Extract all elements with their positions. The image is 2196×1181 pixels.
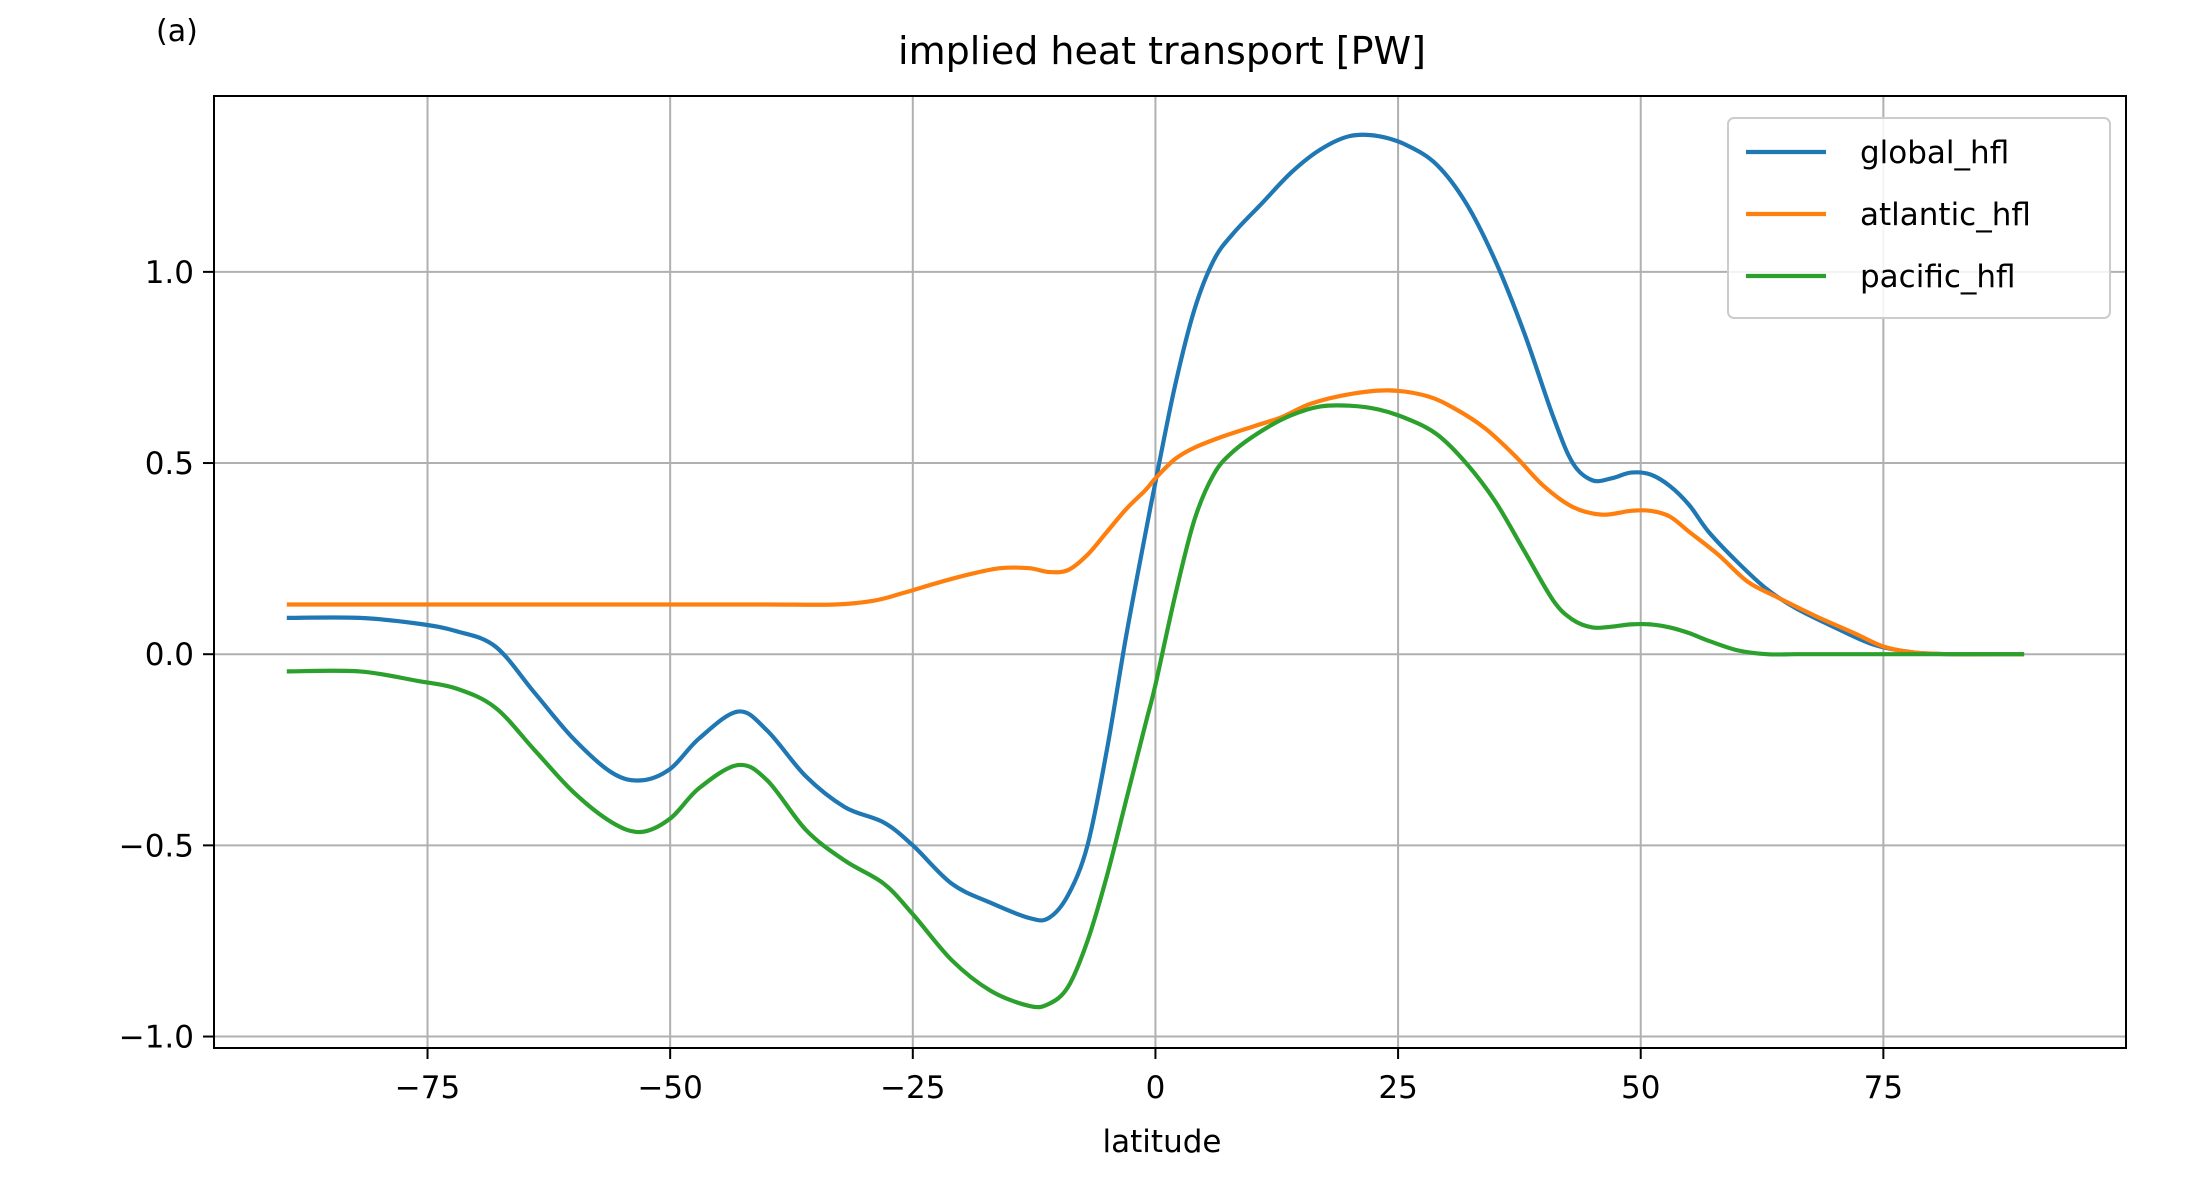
y-tick-label: 0.5 [145,446,194,482]
legend-label-atlantic-hfl: atlantic_hfl [1860,197,2031,233]
x-tick-label: −50 [637,1070,702,1106]
y-axis-ticks: −1.0 −0.5 0.0 0.5 1.0 [119,255,214,1056]
legend-label-pacific-hfl: pacific_hfl [1860,259,2016,295]
y-tick-label: −1.0 [119,1020,194,1056]
y-tick-label: −0.5 [119,828,194,864]
legend: global_hfl atlantic_hfl pacific_hfl [1727,117,2111,319]
legend-label-global-hfl: global_hfl [1860,135,2009,171]
x-axis-ticks: −75 −50 −25 0 25 50 75 [395,1048,1903,1106]
axes-frame [213,95,2127,1049]
x-tick-label: 50 [1621,1070,1660,1106]
series-line-atlantic-hfl [286,388,2025,657]
legend-box [1727,117,2111,319]
series-line-global-hfl [286,132,2025,923]
y-tick-label: 0.0 [145,637,194,673]
y-tick-label: 1.0 [145,255,194,291]
x-axis-label: latitude [1103,1124,1222,1160]
x-tick-label: 75 [1864,1070,1903,1106]
x-tick-label: 0 [1146,1070,1166,1106]
panel-label: (a) [156,14,198,49]
chart-title: implied heat transport [PW] [898,29,1426,73]
x-tick-label: −25 [880,1070,945,1106]
series-line-pacific-hfl [286,403,2025,1010]
series-lines [286,132,2025,1010]
x-tick-label: 25 [1378,1070,1417,1106]
x-tick-label: −75 [395,1070,460,1106]
